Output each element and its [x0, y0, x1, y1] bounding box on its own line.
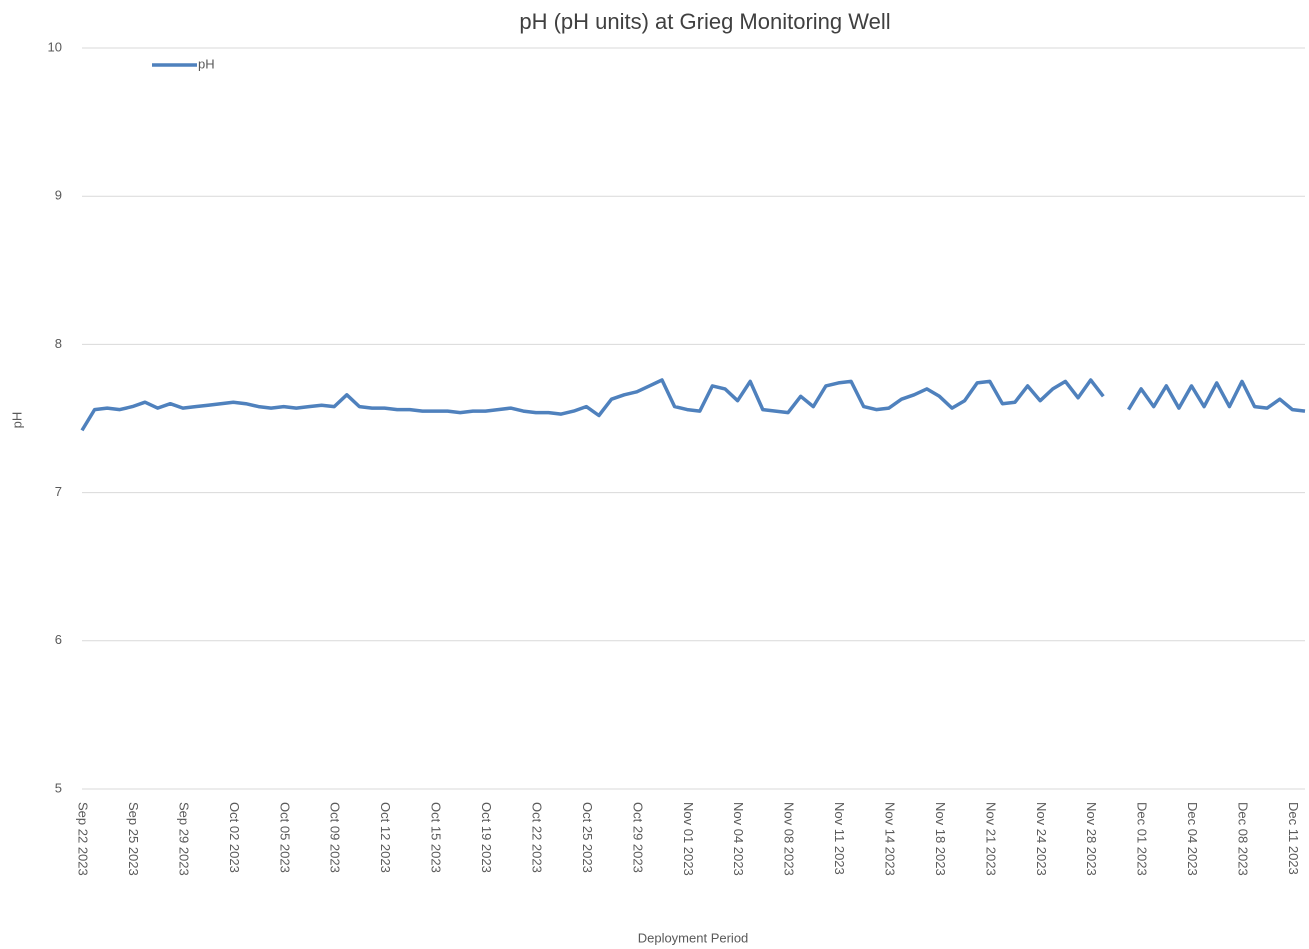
x-tick-label: Oct 09 2023: [328, 802, 343, 873]
x-tick-label: Sep 22 2023: [76, 802, 91, 876]
x-tick-label: Sep 25 2023: [126, 802, 141, 876]
x-tick-label: Dec 11 2023: [1286, 802, 1301, 875]
x-tick-label: Nov 14 2023: [882, 802, 897, 876]
x-tick-label: Sep 29 2023: [176, 802, 191, 876]
x-tick-label: Oct 19 2023: [479, 802, 494, 873]
x-tick-label: Dec 08 2023: [1236, 802, 1251, 876]
chart-title: pH (pH units) at Grieg Monitoring Well: [519, 9, 890, 34]
x-tick-label: Oct 15 2023: [429, 802, 444, 873]
x-tick-label: Oct 29 2023: [630, 802, 645, 873]
x-tick-label: Dec 04 2023: [1185, 802, 1200, 876]
y-tick-label: 8: [55, 336, 62, 351]
x-tick-label: Nov 04 2023: [731, 802, 746, 876]
x-tick-label: Oct 25 2023: [580, 802, 595, 873]
x-tick-label: Nov 28 2023: [1084, 802, 1099, 876]
y-axis-title: pH: [9, 412, 24, 429]
data-line: [80, 378, 1306, 432]
x-tick-label: Dec 01 2023: [1135, 802, 1150, 876]
x-tick-label: Oct 02 2023: [227, 802, 242, 873]
x-tick-label: Nov 18 2023: [933, 802, 948, 876]
x-tick-label: Nov 11 2023: [832, 802, 847, 875]
x-axis-title: Deployment Period: [638, 930, 749, 945]
y-tick-label: 6: [55, 632, 62, 647]
x-tick-label: Oct 05 2023: [277, 802, 292, 873]
legend-label: pH: [198, 56, 215, 71]
y-tick-label: 9: [55, 188, 62, 203]
x-tick-label: Nov 24 2023: [1034, 802, 1049, 876]
x-tick-label: Nov 01 2023: [681, 802, 696, 876]
x-tick-label: Oct 22 2023: [529, 802, 544, 873]
x-tick-label: Oct 12 2023: [378, 802, 393, 873]
y-tick-label: 7: [55, 484, 62, 499]
x-tick-label: Nov 08 2023: [782, 802, 797, 876]
x-tick-label: Nov 21 2023: [983, 802, 998, 876]
y-tick-label: 10: [48, 39, 62, 54]
y-tick-label: 5: [55, 780, 62, 795]
